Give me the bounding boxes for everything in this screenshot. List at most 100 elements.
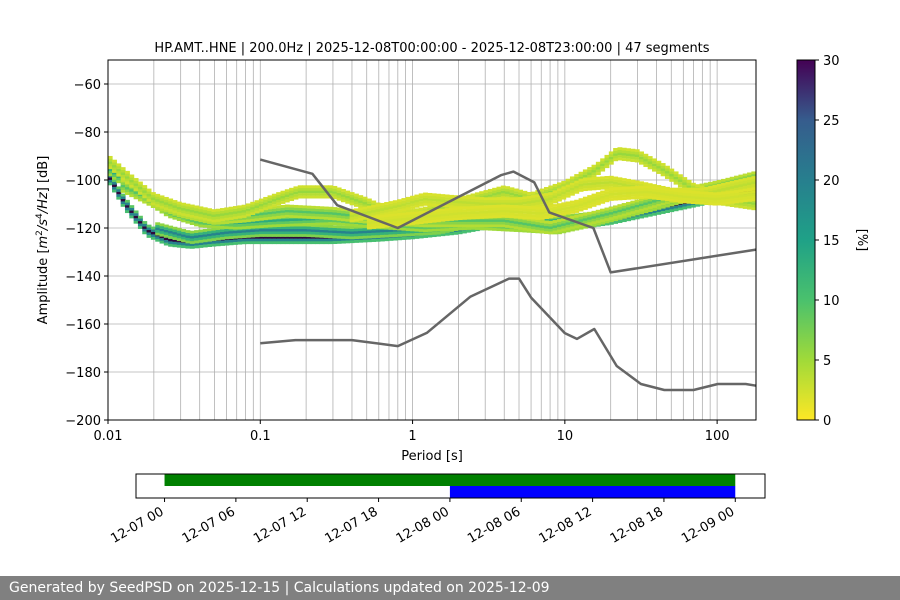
psd-cell [267,216,273,220]
psd-cell [556,203,562,207]
psd-cell [703,194,709,198]
psd-cell [384,209,390,213]
psd-cell [362,220,368,224]
psd-cell [168,238,174,242]
psd-cell [349,223,355,227]
psd-cell [163,232,169,236]
psd-cell [509,210,515,213]
psd-cell [703,189,709,193]
psd-cell [345,195,351,199]
psd-cell [474,205,480,209]
psd-cell [189,222,195,225]
psd-cell [267,231,273,235]
psd-cell [699,185,705,189]
psd-cell [328,206,333,210]
psd-cell [466,216,472,220]
timeline-bars [164,474,736,498]
psd-cell [734,192,740,196]
psd-cell [332,233,338,236]
psd-cell [509,217,515,221]
psd-cell [297,226,303,230]
psd-cell [258,236,264,239]
psd-cell [492,187,498,191]
psd-cell [479,219,485,223]
psd-cell [323,185,329,189]
psd-cell [448,224,454,228]
psd-cell [526,218,532,221]
psd-cell [323,224,329,228]
psd-cell [613,221,619,224]
psd-cell [643,185,649,189]
psd-cell [258,203,264,207]
psd-cell [673,199,679,203]
psd-cell [721,202,727,205]
psd-cell [310,193,316,196]
psd-cell [349,231,355,235]
psd-cell [323,216,329,220]
psd-cell [677,194,683,198]
psd-cell [319,211,325,215]
psd-cell [548,210,554,213]
psd-cell [578,203,584,207]
psd-cell [340,199,346,203]
psd-cell [522,222,528,226]
psd-cell [107,166,113,170]
psd-cell [479,199,485,203]
psd-cell [448,221,454,225]
psd-cell [276,210,282,214]
psd-cell [168,230,174,234]
psd-cell [267,203,273,206]
psd-cell [634,180,640,184]
psd-cell [552,195,558,199]
psd-cell [660,187,666,191]
psd-cell [336,210,342,213]
psd-cell [405,212,411,215]
psd-cell [271,211,277,214]
colorbar-label: [%] [854,229,869,252]
psd-cell [591,175,597,178]
psd-cell [284,209,290,213]
psd-cell [600,221,606,225]
psd-cell [353,216,359,219]
psd-cell [302,208,308,211]
psd-cell [729,188,735,192]
psd-cell [289,215,295,218]
psd-cell [254,222,260,226]
psd-cell [176,201,182,205]
psd-cell [302,195,308,199]
psd-cell [466,229,472,233]
psd-cell [487,191,493,195]
psd-cell [457,209,463,213]
psd-cell [751,183,757,187]
psd-cell [198,229,204,233]
psd-cell [591,177,597,180]
psd-cell [284,241,290,245]
psd-cell [289,241,295,245]
psd-cell [664,210,670,214]
psd-cell [496,191,502,195]
psd-cell [410,211,416,215]
psd-cell [133,218,139,222]
psd-cell [561,194,567,197]
psd-cell [215,229,221,233]
psd-cell [595,181,601,185]
psd-cell [112,164,117,168]
psd-cell [496,221,502,225]
psd-cell [664,201,670,205]
psd-cell [124,199,130,203]
colorbar-gradient [796,59,816,421]
psd-cell [474,221,480,225]
psd-cell [595,217,601,221]
psd-cell [613,218,619,222]
psd-cell [358,217,364,221]
psd-cell [591,184,597,188]
psd-cell [345,198,351,202]
psd-cell [220,229,225,233]
psd-cell [738,184,744,188]
psd-cell [232,235,238,239]
psd-cell [595,215,601,218]
psd-cell [418,193,424,197]
psd-cell [734,200,740,204]
psd-cell [129,205,135,208]
psd-cell [652,158,657,162]
